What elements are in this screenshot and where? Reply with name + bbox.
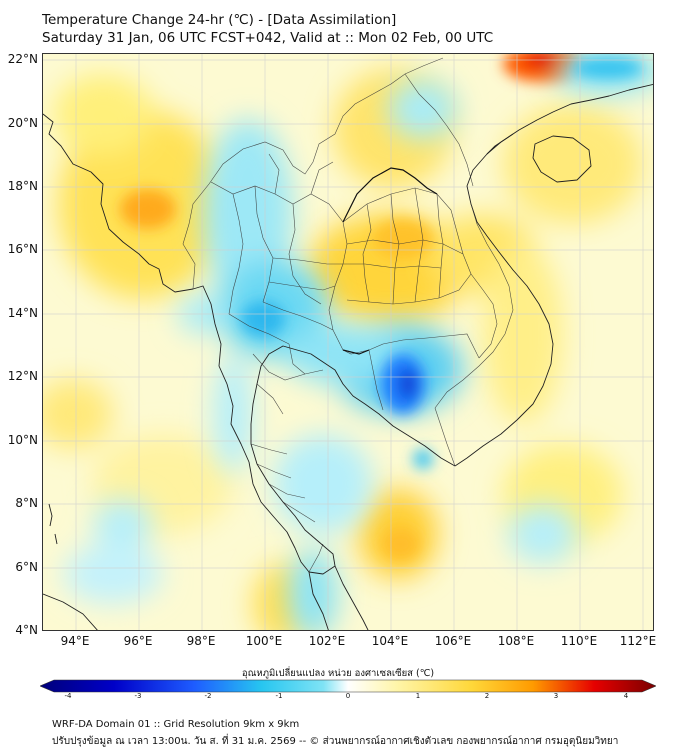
colorbar [40,679,656,693]
lat-label-18n: 18°N [7,179,38,193]
colorbar-tick-minus3: -3 [134,692,142,700]
colorbar-title: อุณหภูมิเปลี่ยนแปลง หน่วย องศาเซลเซียส (… [241,668,435,679]
lon-label-112e: 112°E [619,634,657,648]
political-borders [182,57,514,573]
colorbar-tick-minus1: -1 [275,692,283,700]
temperature-change-map [43,54,653,630]
model-info: WRF-DA Domain 01 :: Grid Resolution 9km … [52,719,300,730]
colorbar-gradient [40,679,656,693]
lon-label-104e: 104°E [371,634,409,648]
graticule [43,54,653,630]
warm-anomaly-fields [43,69,643,630]
country-border-emphasis [342,167,438,355]
lon-label-102e: 102°E [308,634,346,648]
lat-label-16n: 16°N [7,242,38,256]
lat-label-20n: 20°N [7,116,38,130]
map-subtitle: Saturday 31 Jan, 06 UTC FCST+042, Valid … [42,30,494,46]
map-title: Temperature Change 24-hr (℃) - [Data Ass… [42,12,397,28]
update-credit: ปรับปรุงข้อมูล ณ เวลา 13:00น. วัน ส. ที่… [52,736,619,747]
lon-label-108e: 108°E [497,634,535,648]
lat-label-12n: 12°N [7,369,38,383]
lon-label-94e: 94°E [60,634,90,648]
colorbar-tick-0: 0 [345,692,351,700]
colorbar-tick-1: 1 [415,692,421,700]
lon-label-98e: 98°E [186,634,216,648]
lat-label-10n: 10°N [7,433,38,447]
lat-label-6n: 6°N [15,560,38,574]
lon-label-100e: 100°E [245,634,283,648]
lat-label-22n: 22°N [7,52,38,66]
lat-label-4n: 4°N [15,623,38,637]
colorbar-tick-4: 4 [623,692,629,700]
lat-label-8n: 8°N [15,496,38,510]
lon-label-110e: 110°E [560,634,598,648]
colorbar-tick-minus2: -2 [204,692,212,700]
cool-peaks [241,58,643,469]
lat-label-14n: 14°N [7,306,38,320]
colorbar-tick-2: 2 [484,692,490,700]
lon-label-106e: 106°E [434,634,472,648]
lon-label-96e: 96°E [123,634,153,648]
colorbar-tick-3: 3 [553,692,559,700]
colorbar-tick-minus4: -4 [64,692,72,700]
map-panel [42,53,654,631]
